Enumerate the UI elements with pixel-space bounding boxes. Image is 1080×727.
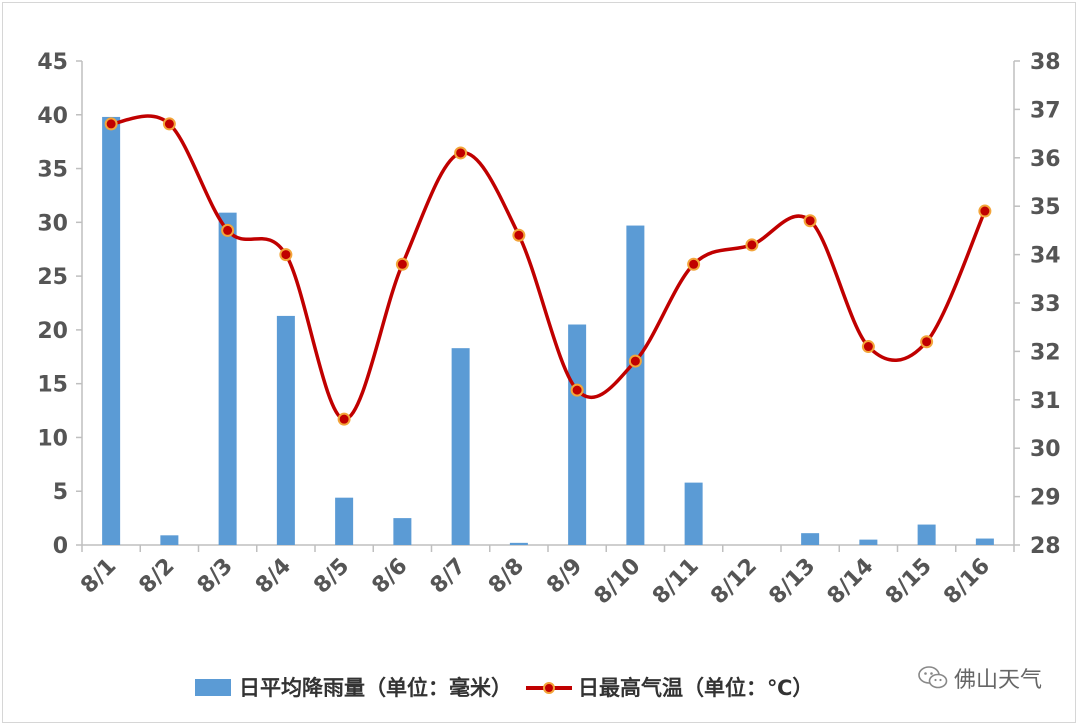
y-left-tick-label: 35	[37, 158, 68, 183]
rainfall-bar	[276, 315, 295, 545]
x-tick-label: 8/7	[426, 554, 471, 599]
legend-swatch-line	[526, 679, 572, 696]
rainfall-bar	[568, 324, 587, 545]
y-right-tick-label: 36	[1030, 147, 1061, 172]
x-tick-label: 8/11	[648, 554, 704, 610]
y-left-tick-label: 20	[37, 319, 68, 344]
temperature-point	[162, 117, 176, 131]
y-right-tick-label: 37	[1030, 98, 1061, 123]
temperature-point	[512, 228, 526, 242]
y-right-tick-label: 28	[1030, 534, 1061, 559]
temperature-point	[221, 223, 235, 237]
rainfall-bar	[801, 533, 820, 545]
rainfall-bar	[393, 518, 412, 545]
y-right-tick-label: 35	[1030, 195, 1061, 220]
rainfall-bar	[509, 542, 528, 545]
legend-item-rainfall: 日平均降雨量（单位：毫米）	[195, 672, 512, 702]
legend: 日平均降雨量（单位：毫米） 日最高气温（单位：℃）	[195, 672, 827, 702]
temperature-point	[279, 248, 293, 262]
y-left-tick-label: 25	[37, 265, 68, 290]
rainfall-bar	[975, 538, 994, 545]
x-tick-label: 8/5	[309, 554, 354, 599]
rainfall-bar	[859, 539, 878, 545]
rainfall-bar	[218, 212, 237, 546]
rainfall-bar	[451, 348, 470, 545]
temperature-point	[628, 354, 642, 368]
y-right-tick-label: 34	[1030, 244, 1061, 269]
temperature-line	[110, 114, 987, 421]
temperature-point	[803, 214, 817, 228]
x-tick-label: 8/2	[135, 554, 180, 599]
x-tick-label: 8/8	[484, 554, 529, 599]
rainfall-bar	[160, 535, 179, 545]
temperature-point	[104, 117, 118, 131]
watermark-text: 佛山天气	[953, 668, 1042, 693]
temperature-point	[978, 204, 992, 218]
temperature-point	[337, 412, 351, 426]
watermark: 佛山天气	[918, 662, 1042, 694]
y-left-tick-label: 15	[37, 373, 68, 398]
temperature-point	[920, 335, 934, 349]
x-tick-label: 8/9	[542, 554, 587, 599]
y-left-tick-label: 45	[37, 50, 68, 75]
temperature-point	[454, 146, 468, 160]
wechat-icon	[918, 666, 948, 689]
rainfall-bar	[684, 482, 703, 545]
x-tick-label: 8/3	[193, 554, 238, 599]
legend-item-temperature: 日最高气温（单位：℃）	[526, 672, 813, 702]
y-right-tick-label: 30	[1030, 437, 1061, 462]
temperature-point	[861, 340, 875, 354]
temperature-point	[570, 383, 584, 397]
x-tick-label: 8/16	[939, 554, 995, 610]
temperature-point	[745, 238, 759, 252]
rainfall-bar	[102, 116, 121, 545]
y-right-tick-label: 31	[1030, 389, 1061, 414]
temperature-point	[395, 257, 409, 271]
temperature-point	[687, 257, 701, 271]
legend-label-rainfall: 日平均降雨量（单位：毫米）	[239, 676, 512, 700]
y-left-tick-label: 10	[37, 426, 68, 451]
rainfall-bar	[626, 225, 645, 545]
x-tick-label: 8/4	[251, 554, 296, 599]
y-right-tick-label: 32	[1030, 340, 1061, 365]
x-tick-label: 8/6	[368, 554, 413, 599]
x-tick-label: 8/12	[706, 554, 762, 610]
y-left-tick-label: 5	[53, 480, 68, 505]
x-tick-label: 8/10	[590, 554, 646, 610]
legend-label-temperature: 日最高气温（单位：℃）	[578, 676, 814, 700]
x-tick-label: 8/13	[765, 554, 821, 610]
y-left-tick-label: 40	[37, 104, 68, 129]
x-tick-label: 8/15	[881, 554, 937, 610]
y-right-tick-label: 38	[1030, 50, 1061, 75]
y-right-tick-label: 33	[1030, 292, 1061, 317]
y-left-tick-label: 30	[37, 211, 68, 236]
legend-swatch-bar	[195, 678, 231, 696]
x-tick-label: 8/1	[76, 554, 121, 599]
y-right-tick-label: 29	[1030, 486, 1061, 511]
rainfall-bar	[335, 497, 354, 545]
x-tick-label: 8/14	[823, 554, 879, 610]
y-left-tick-label: 0	[53, 534, 68, 559]
rainfall-bar	[917, 524, 936, 545]
